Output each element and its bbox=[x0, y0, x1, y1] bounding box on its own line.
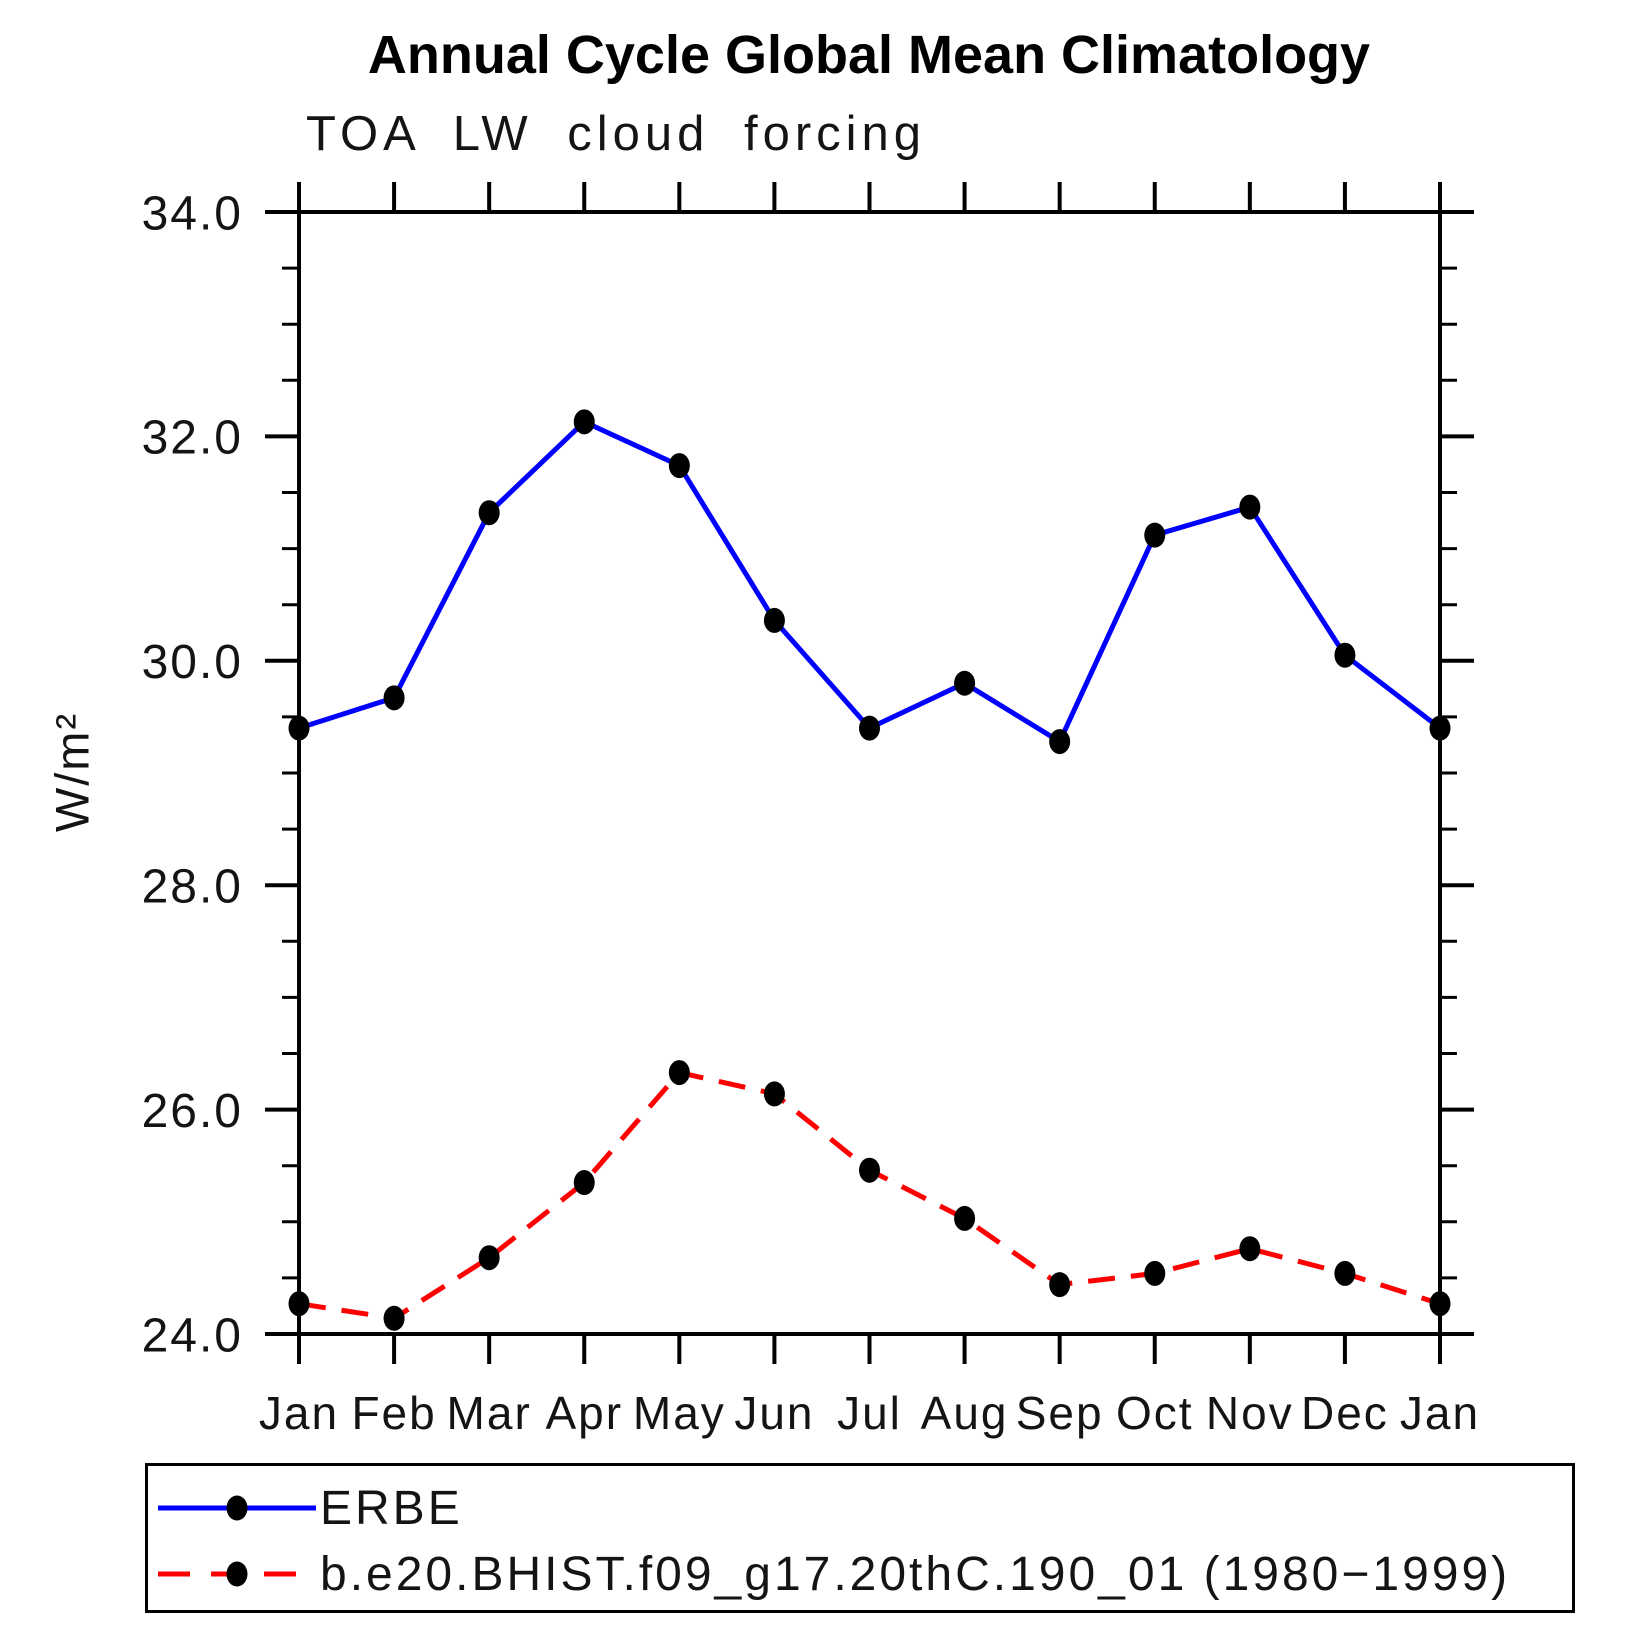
data-point-marker bbox=[288, 1291, 310, 1317]
data-point-marker bbox=[763, 1081, 785, 1107]
data-point-marker bbox=[1334, 642, 1356, 668]
chart-title: Annual Cycle Global Mean Climatology bbox=[367, 25, 1371, 85]
legend-box: ERBE b.e20.BHIST.f09_g17.20thC.190_01 (1… bbox=[145, 1463, 1575, 1613]
data-point-marker bbox=[1429, 715, 1451, 741]
legend-label-model: b.e20.BHIST.f09_g17.20thC.190_01 (1980−1… bbox=[320, 1547, 1511, 1601]
data-point-marker bbox=[573, 409, 595, 435]
data-point-marker bbox=[954, 1205, 976, 1231]
data-point-marker bbox=[383, 1305, 405, 1331]
data-point-marker bbox=[1049, 1272, 1071, 1298]
data-point-marker bbox=[1239, 494, 1261, 520]
legend-item-model: b.e20.BHIST.f09_g17.20thC.190_01 (1980−1… bbox=[156, 1548, 1510, 1601]
data-point-marker bbox=[1144, 1260, 1166, 1286]
y-tick-label: 34.0 bbox=[142, 187, 243, 240]
data-point-marker bbox=[573, 1170, 595, 1196]
data-point-marker bbox=[478, 1245, 500, 1271]
data-point-marker bbox=[954, 670, 976, 696]
x-tick-label: Nov bbox=[1206, 1387, 1294, 1439]
x-tick-label: Jan bbox=[259, 1387, 339, 1439]
data-point-marker bbox=[1049, 729, 1071, 755]
data-point-marker bbox=[1429, 1291, 1451, 1317]
data-point-marker bbox=[859, 1157, 880, 1183]
data-point-marker bbox=[859, 715, 880, 741]
x-tick-label: Jun bbox=[734, 1387, 814, 1439]
y-tick-label: 24.0 bbox=[142, 1309, 243, 1362]
legend-dashed-line-sample bbox=[158, 1561, 316, 1587]
x-tick-label: Aug bbox=[921, 1387, 1009, 1439]
data-point-marker bbox=[288, 715, 310, 741]
legend-label-erbe: ERBE bbox=[320, 1481, 463, 1535]
legend-item-erbe: ERBE bbox=[156, 1482, 463, 1535]
y-tick-label: 32.0 bbox=[142, 412, 243, 465]
data-point-marker bbox=[1334, 1260, 1356, 1286]
series-1 bbox=[288, 1060, 1451, 1331]
x-tick-label: Jan bbox=[1400, 1387, 1480, 1439]
data-point-marker bbox=[383, 685, 405, 711]
y-tick-label: 30.0 bbox=[142, 636, 243, 689]
x-tick-label: Dec bbox=[1301, 1387, 1389, 1439]
data-point-marker bbox=[1144, 522, 1166, 548]
data-point-marker bbox=[668, 453, 690, 479]
data-point-marker bbox=[1239, 1236, 1261, 1262]
legend-solid-line-sample bbox=[158, 1495, 316, 1521]
data-point-marker bbox=[763, 607, 785, 633]
x-tick-label: Mar bbox=[447, 1387, 532, 1439]
data-point-marker bbox=[668, 1060, 690, 1086]
series-0 bbox=[288, 409, 1451, 755]
x-tick-label: Oct bbox=[1116, 1387, 1194, 1439]
x-tick-label: Jul bbox=[837, 1387, 902, 1439]
x-tick-label: Apr bbox=[545, 1387, 623, 1439]
x-tick-label: May bbox=[633, 1387, 726, 1439]
data-point-marker bbox=[478, 500, 500, 526]
y-tick-label: 26.0 bbox=[142, 1085, 243, 1138]
x-tick-label: Feb bbox=[351, 1387, 436, 1439]
y-tick-label: 28.0 bbox=[142, 860, 243, 913]
x-tick-label: Sep bbox=[1016, 1387, 1104, 1439]
chart-subtitle: TOA LW cloud forcing bbox=[306, 107, 927, 161]
